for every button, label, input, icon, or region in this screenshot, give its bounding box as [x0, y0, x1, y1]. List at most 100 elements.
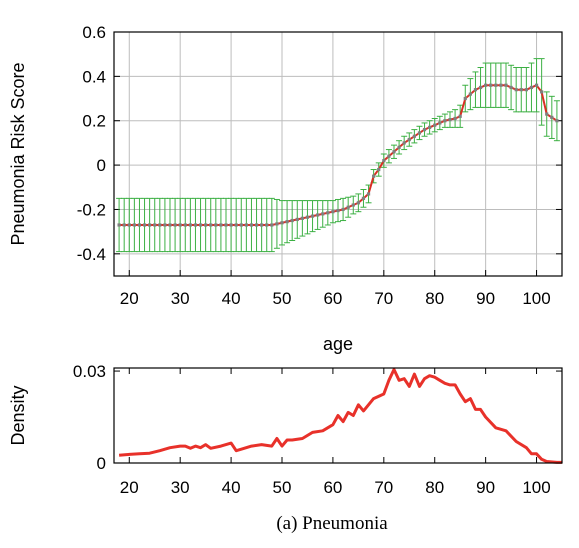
- risk-point: [183, 223, 187, 227]
- risk-point: [428, 125, 432, 129]
- risk-point: [540, 90, 544, 94]
- risk-point: [468, 92, 472, 96]
- risk-score-line: [119, 83, 558, 226]
- density-y-axis-title: Density: [8, 385, 28, 445]
- risk-point: [550, 115, 554, 119]
- risk-point: [178, 223, 182, 227]
- risk-point: [209, 223, 213, 227]
- risk-xtick-label-5: 70: [374, 289, 393, 308]
- risk-point: [407, 137, 411, 142]
- risk-point: [433, 123, 437, 127]
- risk-point: [188, 223, 192, 227]
- risk-point: [397, 145, 401, 149]
- risk-y-ticks: -0.4 -0.2 0 0.2 0.4 0.6: [77, 23, 562, 264]
- risk-point: [122, 223, 126, 227]
- risk-point: [422, 128, 427, 132]
- risk-xtick-label-7: 90: [476, 289, 495, 308]
- density-xtick-label-0: 20: [120, 478, 139, 497]
- risk-point: [412, 134, 416, 138]
- density-ytick-label-0: 0: [97, 454, 106, 473]
- risk-point: [285, 220, 289, 224]
- risk-error-bars: [116, 58, 560, 253]
- risk-point: [387, 154, 391, 158]
- risk-point: [295, 217, 299, 222]
- risk-point: [153, 223, 157, 227]
- risk-point: [356, 201, 360, 205]
- risk-point: [392, 150, 396, 154]
- risk-point: [402, 141, 406, 145]
- risk-point: [366, 192, 371, 196]
- risk-point: [310, 214, 315, 218]
- risk-point: [372, 174, 376, 178]
- risk-point: [254, 223, 259, 227]
- risk-point: [336, 208, 340, 213]
- risk-point: [127, 223, 131, 227]
- risk-xtick-label-2: 40: [222, 289, 241, 308]
- risk-point: [545, 112, 549, 116]
- risk-ytick-label-4: 0.4: [82, 67, 106, 86]
- risk-score-markers: [117, 83, 559, 227]
- risk-point: [331, 210, 335, 214]
- risk-point: [489, 83, 493, 87]
- risk-ytick-label-0: -0.4: [77, 245, 106, 264]
- risk-xtick-label-4: 60: [323, 289, 342, 308]
- risk-point: [239, 223, 243, 227]
- risk-point: [524, 88, 528, 92]
- density-xtick-label-8: 100: [522, 478, 550, 497]
- risk-point: [448, 118, 452, 122]
- risk-point: [280, 221, 284, 225]
- density-xtick-label-7: 90: [476, 478, 495, 497]
- risk-ytick-label-1: -0.2: [77, 200, 106, 219]
- risk-point: [494, 83, 498, 87]
- risk-point: [438, 121, 442, 125]
- risk-xtick-label-3: 50: [273, 289, 292, 308]
- density-chart: 00.03 20 30 40 50 60 70 80 90 100 Density: [8, 362, 563, 497]
- risk-point: [290, 218, 294, 223]
- density-xtick-label-4: 60: [323, 478, 342, 497]
- risk-point: [463, 96, 467, 101]
- risk-point: [214, 223, 218, 227]
- risk-point: [173, 223, 177, 227]
- risk-point: [351, 203, 355, 207]
- risk-xtick-label-6: 80: [425, 289, 444, 308]
- density-line: [118, 368, 562, 464]
- density-xtick-label-6: 80: [425, 478, 444, 497]
- risk-point: [499, 83, 503, 87]
- risk-point: [361, 196, 366, 200]
- risk-point: [326, 211, 330, 215]
- risk-point: [341, 207, 345, 212]
- risk-ytick-label-2: 0: [97, 156, 106, 175]
- risk-point: [417, 131, 422, 135]
- density-x-ticks: 20 30 40 50 60 70 80 90 100: [120, 368, 551, 497]
- risk-point: [148, 223, 152, 227]
- risk-point: [509, 85, 513, 90]
- risk-point: [555, 119, 559, 123]
- risk-point: [382, 159, 386, 163]
- risk-ytick-label-3: 0.2: [82, 112, 106, 131]
- risk-point: [132, 223, 136, 227]
- risk-point: [158, 223, 162, 227]
- risk-point: [305, 215, 310, 219]
- risk-point: [260, 223, 264, 227]
- risk-point: [244, 223, 248, 227]
- risk-y-axis-title: Pneumonia Risk Score: [8, 62, 28, 245]
- risk-grid: [114, 31, 562, 276]
- risk-point: [519, 88, 523, 92]
- risk-point: [478, 85, 483, 90]
- risk-point: [270, 223, 274, 227]
- density-xtick-label-1: 30: [171, 478, 190, 497]
- risk-point: [229, 223, 233, 227]
- risk-point: [219, 223, 223, 227]
- risk-point: [534, 83, 539, 87]
- risk-point: [458, 114, 462, 118]
- density-y-ticks: 00.03: [73, 362, 562, 473]
- risk-point: [377, 167, 381, 172]
- risk-ytick-label-5: 0.6: [82, 23, 106, 42]
- density-xtick-label-3: 50: [273, 478, 292, 497]
- risk-point: [193, 223, 198, 227]
- risk-point: [504, 83, 508, 87]
- risk-point: [117, 223, 121, 227]
- risk-point: [265, 223, 269, 227]
- risk-point: [142, 223, 147, 227]
